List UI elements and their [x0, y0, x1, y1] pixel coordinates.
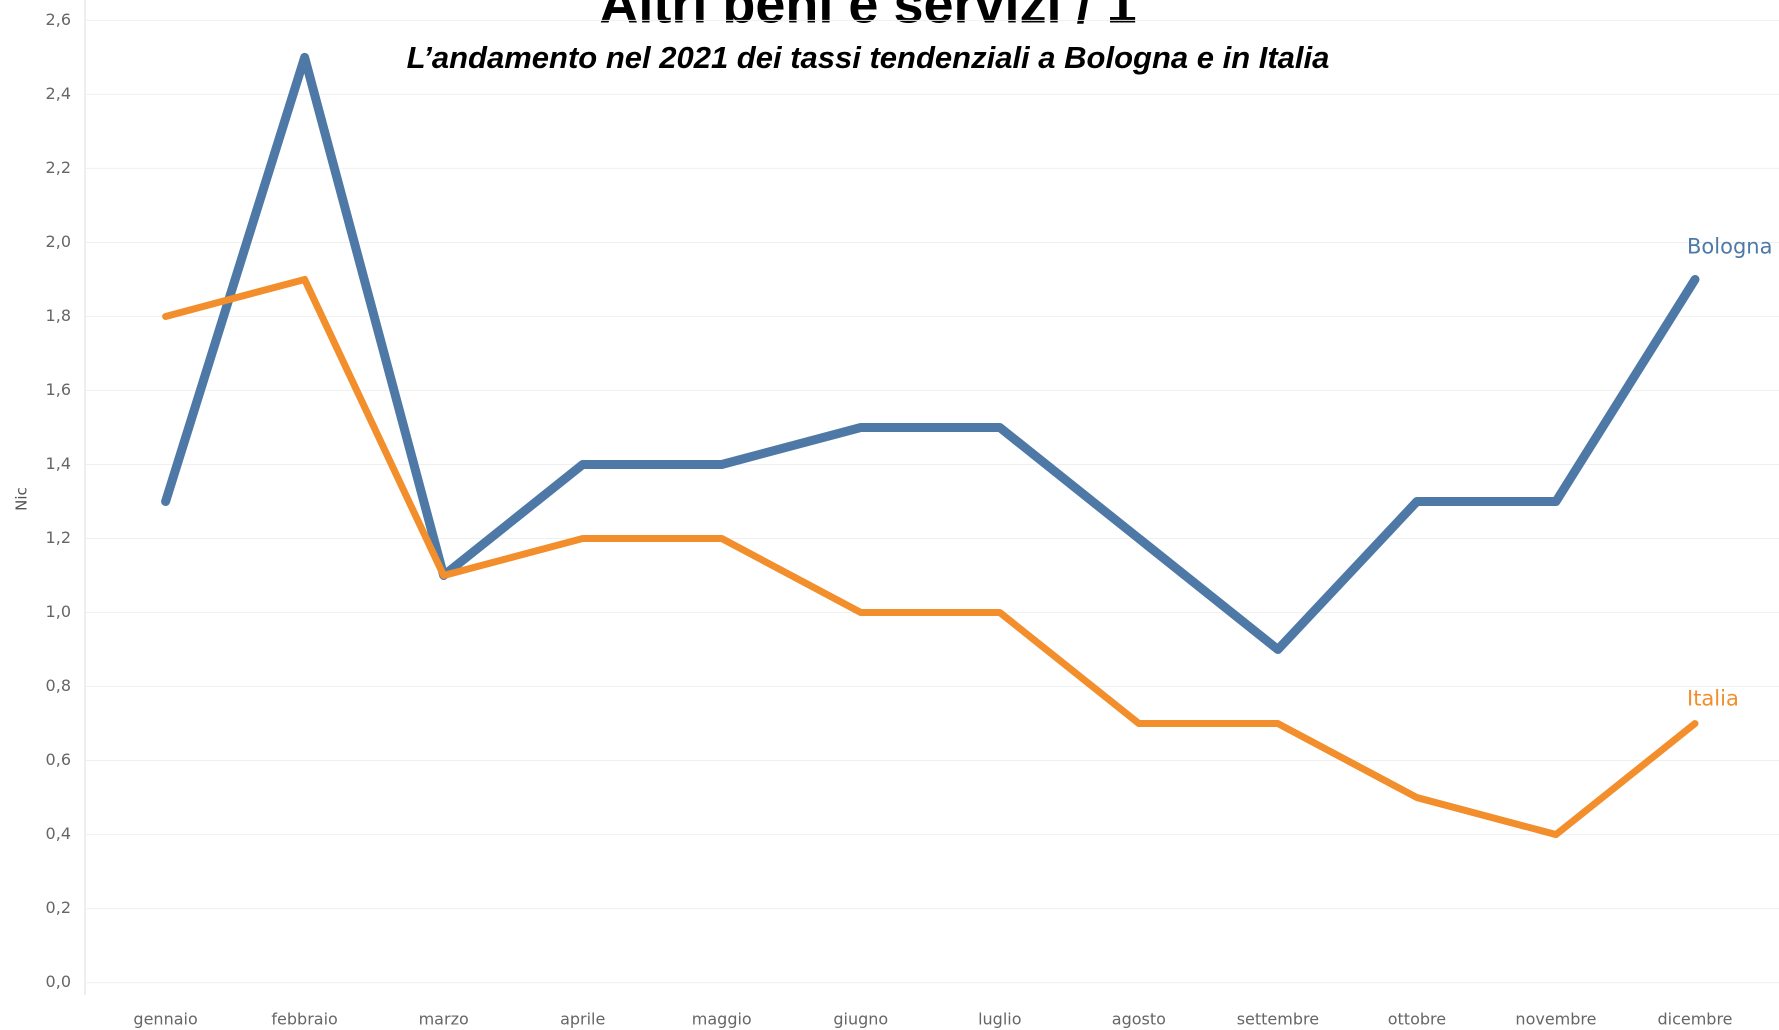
y-tick-label: 1,2	[46, 528, 71, 547]
y-tick-label: 0,0	[46, 972, 71, 991]
x-tick-label: gennaio	[133, 1010, 197, 1029]
chart-title: Altri beni e servizi / 1	[599, 0, 1136, 34]
x-tick-label: agosto	[1112, 1010, 1166, 1029]
y-tick-label: 2,0	[46, 232, 71, 251]
x-tick-label: settembre	[1237, 1010, 1319, 1029]
x-tick-label: novembre	[1515, 1010, 1596, 1029]
series-label: Bologna	[1687, 234, 1772, 258]
x-tick-label: febbraio	[271, 1010, 337, 1029]
y-tick-label: 2,6	[46, 10, 71, 29]
chart-subtitle: L’andamento nel 2021 dei tassi tendenzia…	[407, 40, 1330, 75]
y-tick-label: 0,6	[46, 750, 71, 769]
series-label: Italia	[1687, 687, 1739, 711]
y-tick-label: 0,2	[46, 898, 71, 917]
y-tick-label: 1,8	[46, 306, 71, 325]
line-bologna	[161, 52, 1700, 655]
y-tick-label: 2,4	[46, 84, 71, 103]
x-tick-label: ottobre	[1388, 1010, 1446, 1029]
y-axis-label: Nic	[13, 487, 31, 511]
x-tick-label: giugno	[833, 1010, 888, 1029]
x-tick-label: marzo	[419, 1010, 469, 1029]
x-tick-label: luglio	[978, 1010, 1021, 1029]
x-tick-label: aprile	[560, 1010, 605, 1029]
x-tick-label: dicembre	[1657, 1010, 1732, 1029]
y-tick-label: 0,8	[46, 676, 71, 695]
line-italia	[162, 275, 1699, 839]
y-tick-label: 1,0	[46, 602, 71, 621]
y-tick-label: 1,6	[46, 380, 71, 399]
y-tick-label: 1,4	[46, 454, 71, 473]
y-tick-label: 2,2	[46, 158, 71, 177]
y-tick-label: 0,4	[46, 824, 71, 843]
x-tick-label: maggio	[692, 1010, 752, 1029]
